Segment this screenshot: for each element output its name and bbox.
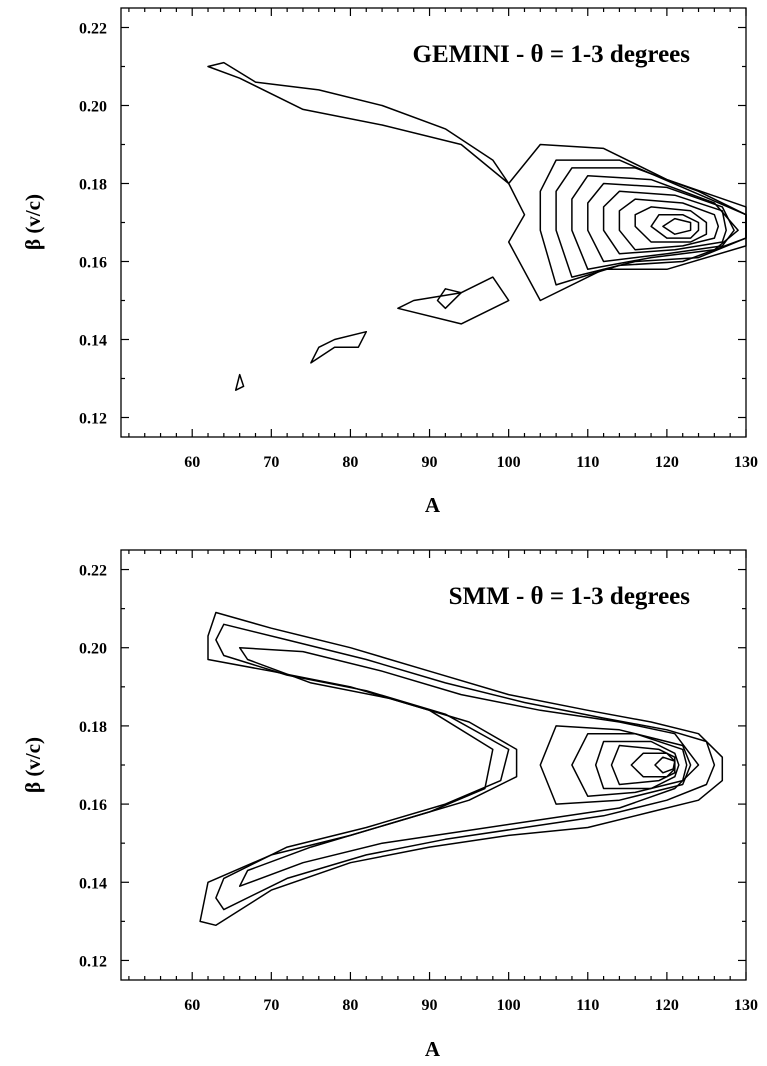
x-tick-label: 90 xyxy=(422,454,438,471)
y-tick-label: 0.16 xyxy=(79,797,107,814)
y-tick-label: 0.12 xyxy=(79,411,107,428)
y-tick-label: 0.18 xyxy=(79,177,107,194)
y-axis-title: β (v/c) xyxy=(21,194,45,250)
y-tick-label: 0.16 xyxy=(79,255,107,272)
y-tick-label: 0.18 xyxy=(79,719,107,736)
contour-line-level-4 xyxy=(539,725,692,805)
x-tick-label: 110 xyxy=(576,997,599,1014)
x-tick-label: 120 xyxy=(655,997,679,1014)
gemini-panel: 60 70 80 90 100 110 120 130 0.12 0.14 0.16 0.18 0.20… xyxy=(21,7,758,517)
contour-line-level-10 xyxy=(662,217,692,235)
x-axis-title: A xyxy=(425,1037,441,1061)
contour-line-level-1 xyxy=(234,373,245,391)
contour-line-level-5 xyxy=(571,732,688,798)
panel-title: SMM - θ = 1-3 degrees xyxy=(449,583,691,610)
y-tick-label: 0.14 xyxy=(79,333,107,350)
x-tick-label: 120 xyxy=(655,454,679,471)
contour-line-level-9 xyxy=(650,213,700,239)
contour-line-level-7 xyxy=(618,198,720,251)
y-tick-label: 0.14 xyxy=(79,875,107,892)
contour-line-level-5 xyxy=(587,182,735,263)
contour-line-level-3 xyxy=(238,646,700,887)
x-tick-label: 70 xyxy=(263,997,279,1014)
contour-line-level-4 xyxy=(571,174,739,271)
y-tick-label: 0.20 xyxy=(79,99,107,116)
contour-line-level-1 xyxy=(507,143,747,302)
x-tick-label: 80 xyxy=(342,997,358,1014)
panel-title: GEMINI - θ = 1-3 degrees xyxy=(413,41,691,68)
contour-line-level-6 xyxy=(602,190,727,255)
y-tick-label: 0.22 xyxy=(79,21,107,38)
x-tick-label: 130 xyxy=(734,997,758,1014)
x-tick-label: 80 xyxy=(342,454,358,471)
contour-line-level-2 xyxy=(215,623,716,911)
x-tick-label: 90 xyxy=(422,997,438,1014)
contour-line-level-1 xyxy=(199,611,724,927)
contour-line-level-1 xyxy=(397,276,510,325)
contour-line-level-1 xyxy=(310,330,368,364)
x-tick-label: 110 xyxy=(576,454,599,471)
contour-line-level-9 xyxy=(654,756,676,774)
plot-frame xyxy=(120,7,747,438)
y-tick-label: 0.22 xyxy=(79,563,107,580)
x-axis-title: A xyxy=(425,493,441,517)
x-tick-label: 60 xyxy=(184,997,200,1014)
y-tick-label: 0.20 xyxy=(79,641,107,658)
x-tick-label: 130 xyxy=(734,454,758,471)
x-tick-label: 100 xyxy=(497,997,521,1014)
contour-line-level-8 xyxy=(634,206,708,243)
contour-line-level-8 xyxy=(630,752,676,778)
contour-line-level-6 xyxy=(594,740,680,790)
contour-line-level-7 xyxy=(610,744,676,786)
contour-line-level-1 xyxy=(207,61,510,185)
x-tick-label: 60 xyxy=(184,454,200,471)
smm-panel: 60 70 80 90 100 110 120 130 0.12 0.14 0.16 0.18 0.20… xyxy=(21,549,758,1061)
y-axis-title: β (v/c) xyxy=(21,737,45,793)
y-tick-label: 0.12 xyxy=(79,953,107,970)
x-tick-label: 100 xyxy=(497,454,521,471)
contour-line-level-1 xyxy=(436,288,462,310)
x-tick-label: 70 xyxy=(263,454,279,471)
